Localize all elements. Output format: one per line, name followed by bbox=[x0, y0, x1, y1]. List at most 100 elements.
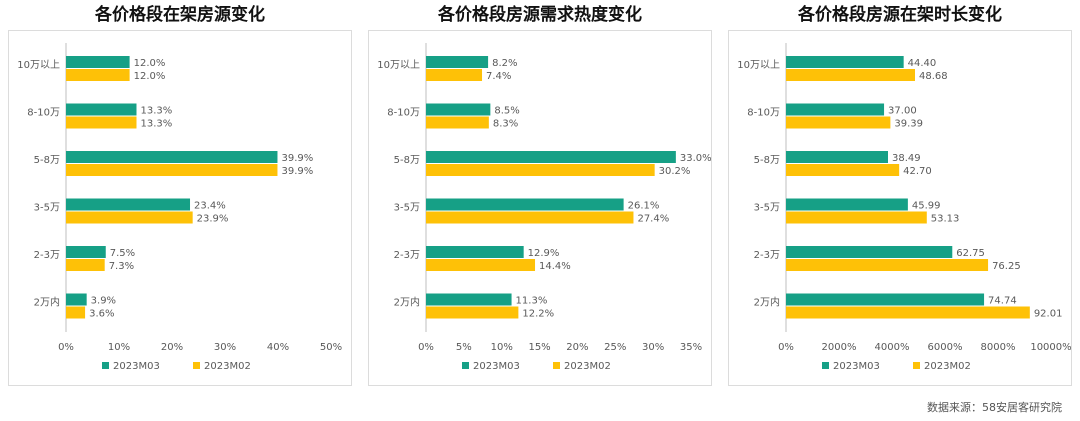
bar-series-2 bbox=[426, 211, 634, 224]
data-label: 3.9% bbox=[91, 296, 116, 307]
bar-series-1 bbox=[426, 198, 624, 211]
x-tick-label: 25% bbox=[604, 342, 626, 353]
x-tick-label: 2000% bbox=[822, 342, 857, 353]
bar-series-2 bbox=[786, 211, 927, 224]
x-tick-label: 10000% bbox=[1030, 342, 1071, 353]
data-label: 37.00 bbox=[888, 106, 917, 117]
category-label: 3-5万 bbox=[394, 203, 420, 214]
chart-title-1: 各价格段在架房源变化 bbox=[95, 5, 265, 25]
bar-series-1 bbox=[786, 103, 885, 116]
bar-series-2 bbox=[426, 164, 655, 176]
bar-series-1 bbox=[786, 56, 904, 68]
chart-title-2: 各价格段房源需求热度变化 bbox=[438, 5, 642, 25]
bar-series-2 bbox=[786, 259, 989, 271]
bar-series-2 bbox=[426, 259, 536, 271]
category-label: 2万内 bbox=[754, 296, 780, 309]
x-tick-label: 0% bbox=[778, 342, 794, 353]
chart-title-3: 各价格段房源在架时长变化 bbox=[798, 5, 1002, 25]
bar-series-2 bbox=[786, 164, 900, 176]
x-tick-label: 8000% bbox=[981, 342, 1016, 353]
x-tick-label: 50% bbox=[320, 342, 342, 353]
data-label: 14.4% bbox=[539, 261, 571, 272]
legend-label-2: 2023M02 bbox=[204, 361, 251, 372]
data-label: 48.68 bbox=[919, 71, 948, 82]
legend-swatch-1 bbox=[822, 362, 829, 369]
x-tick-label: 30% bbox=[642, 342, 664, 353]
bar-series-1 bbox=[786, 293, 985, 306]
category-label: 8-10万 bbox=[387, 108, 420, 119]
x-tick-label: 0% bbox=[418, 342, 434, 353]
x-tick-label: 20% bbox=[161, 342, 183, 353]
bar-series-2 bbox=[66, 116, 137, 129]
x-tick-label: 40% bbox=[267, 342, 289, 353]
bar-series-1 bbox=[66, 293, 87, 306]
x-tick-label: 15% bbox=[528, 342, 550, 353]
bar-series-1 bbox=[426, 56, 489, 68]
legend-swatch-1 bbox=[462, 362, 469, 369]
legend-label-2: 2023M02 bbox=[564, 361, 611, 372]
data-label: 8.3% bbox=[493, 119, 518, 130]
data-label: 23.9% bbox=[197, 214, 229, 225]
data-label: 76.25 bbox=[992, 261, 1021, 272]
data-label: 3.6% bbox=[89, 309, 114, 320]
bar-series-2 bbox=[66, 69, 130, 81]
source-note: 数据来源：58安居客研究院 bbox=[927, 401, 1062, 414]
bar-series-1 bbox=[426, 293, 512, 306]
bar-series-2 bbox=[786, 116, 891, 129]
category-label: 5-8万 bbox=[394, 155, 420, 166]
data-label: 7.3% bbox=[109, 261, 134, 272]
data-label: 23.4% bbox=[194, 201, 226, 212]
category-label: 8-10万 bbox=[27, 108, 60, 119]
bar-series-2 bbox=[426, 116, 489, 129]
bar-series-1 bbox=[786, 246, 953, 258]
category-label: 2万内 bbox=[394, 296, 420, 309]
data-label: 44.40 bbox=[908, 58, 937, 69]
data-label: 33.0% bbox=[680, 153, 711, 164]
data-label: 39.9% bbox=[281, 166, 313, 177]
legend-swatch-2 bbox=[553, 362, 560, 369]
bar-series-2 bbox=[66, 306, 86, 319]
x-tick-label: 10% bbox=[108, 342, 130, 353]
bar-series-1 bbox=[66, 246, 106, 258]
bar-series-1 bbox=[66, 56, 130, 68]
data-label: 12.2% bbox=[522, 309, 554, 320]
category-label: 2-3万 bbox=[394, 250, 420, 261]
legend-label-1: 2023M03 bbox=[113, 361, 160, 372]
chart-svg-2: 10万以上 8.2% 7.4% 8-10万 8.5% 8.3% 5-8万 33.0% 30.2%… bbox=[377, 43, 712, 372]
category-label: 10万以上 bbox=[737, 59, 780, 71]
data-label: 45.99 bbox=[912, 201, 941, 212]
category-label: 2-3万 bbox=[34, 250, 60, 261]
category-label: 10万以上 bbox=[377, 59, 420, 71]
bar-series-1 bbox=[66, 198, 191, 211]
data-label: 74.74 bbox=[988, 296, 1017, 307]
chart-panel-3: 10万以上 44.40 48.68 8-10万 37.00 39.39 5-8万 38.49 4… bbox=[728, 30, 1072, 386]
bar-series-2 bbox=[66, 164, 278, 176]
bar-series-1 bbox=[786, 151, 888, 163]
legend-label-2: 2023M02 bbox=[924, 361, 971, 372]
data-label: 92.01 bbox=[1034, 309, 1063, 320]
category-label: 8-10万 bbox=[747, 108, 780, 119]
data-label: 13.3% bbox=[140, 119, 172, 130]
bar-series-2 bbox=[66, 211, 193, 224]
bar-series-2 bbox=[426, 306, 519, 319]
bar-series-1 bbox=[66, 151, 278, 163]
data-label: 39.9% bbox=[281, 153, 313, 164]
x-tick-label: 30% bbox=[214, 342, 236, 353]
x-tick-label: 35% bbox=[680, 342, 702, 353]
data-label: 12.0% bbox=[134, 71, 166, 82]
bar-series-2 bbox=[786, 306, 1030, 319]
legend-swatch-2 bbox=[193, 362, 200, 369]
bar-series-1 bbox=[426, 103, 491, 116]
bar-series-2 bbox=[786, 69, 916, 81]
legend-label-1: 2023M03 bbox=[473, 361, 520, 372]
data-label: 42.70 bbox=[903, 166, 932, 177]
bar-series-1 bbox=[426, 246, 524, 258]
data-label: 7.5% bbox=[110, 248, 135, 259]
data-label: 12.9% bbox=[528, 248, 560, 259]
x-tick-label: 0% bbox=[58, 342, 74, 353]
data-label: 13.3% bbox=[140, 106, 172, 117]
bar-series-2 bbox=[426, 69, 483, 81]
data-label: 53.13 bbox=[931, 214, 960, 225]
legend-swatch-2 bbox=[913, 362, 920, 369]
bar-series-1 bbox=[426, 151, 676, 163]
